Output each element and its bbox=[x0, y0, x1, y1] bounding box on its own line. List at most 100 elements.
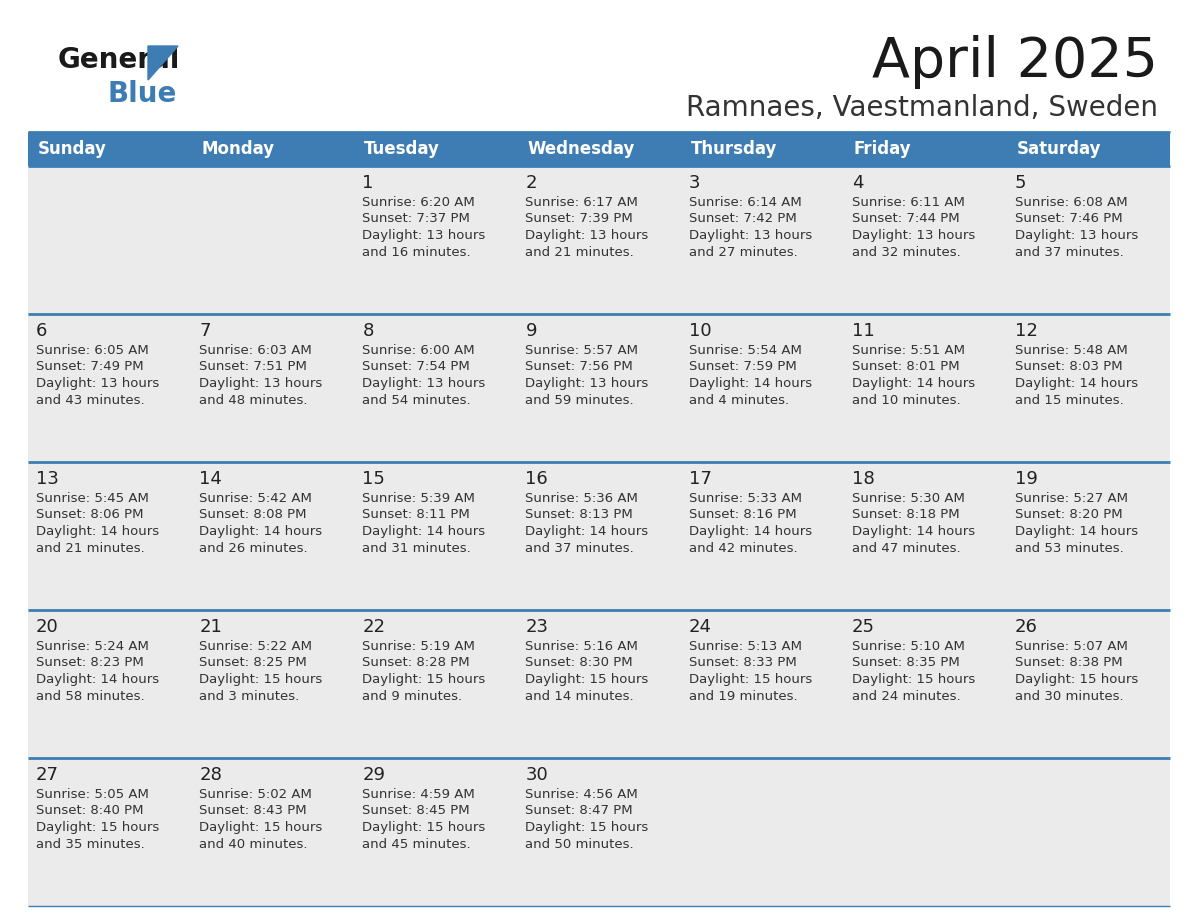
Text: 17: 17 bbox=[689, 470, 712, 488]
Text: Sunset: 8:45 PM: Sunset: 8:45 PM bbox=[362, 804, 470, 818]
Bar bbox=[29, 166, 1170, 314]
Text: Daylight: 15 hours: Daylight: 15 hours bbox=[689, 673, 811, 686]
Text: 10: 10 bbox=[689, 322, 712, 340]
Text: Sunset: 8:33 PM: Sunset: 8:33 PM bbox=[689, 656, 796, 669]
Text: Blue: Blue bbox=[108, 80, 177, 108]
Text: Daylight: 13 hours: Daylight: 13 hours bbox=[36, 377, 159, 390]
Text: Sunrise: 5:27 AM: Sunrise: 5:27 AM bbox=[1015, 492, 1127, 505]
Text: Daylight: 15 hours: Daylight: 15 hours bbox=[362, 673, 486, 686]
Text: Daylight: 14 hours: Daylight: 14 hours bbox=[362, 525, 486, 538]
Text: Sunrise: 5:45 AM: Sunrise: 5:45 AM bbox=[36, 492, 148, 505]
Text: General: General bbox=[58, 46, 181, 74]
Text: Sunset: 8:06 PM: Sunset: 8:06 PM bbox=[36, 509, 144, 521]
Text: 6: 6 bbox=[36, 322, 48, 340]
Text: Daylight: 14 hours: Daylight: 14 hours bbox=[1015, 377, 1138, 390]
Text: Daylight: 14 hours: Daylight: 14 hours bbox=[525, 525, 649, 538]
Text: Daylight: 13 hours: Daylight: 13 hours bbox=[362, 377, 486, 390]
Text: Sunset: 7:56 PM: Sunset: 7:56 PM bbox=[525, 361, 633, 374]
Text: 23: 23 bbox=[525, 618, 549, 636]
Text: and 21 minutes.: and 21 minutes. bbox=[36, 542, 145, 554]
Text: Sunrise: 5:42 AM: Sunrise: 5:42 AM bbox=[200, 492, 312, 505]
Text: Daylight: 14 hours: Daylight: 14 hours bbox=[1015, 525, 1138, 538]
Text: Sunset: 8:03 PM: Sunset: 8:03 PM bbox=[1015, 361, 1123, 374]
Text: Daylight: 14 hours: Daylight: 14 hours bbox=[36, 673, 159, 686]
Text: 13: 13 bbox=[36, 470, 59, 488]
Text: Sunrise: 5:30 AM: Sunrise: 5:30 AM bbox=[852, 492, 965, 505]
Text: 26: 26 bbox=[1015, 618, 1038, 636]
Text: 4: 4 bbox=[852, 174, 864, 192]
Text: Daylight: 15 hours: Daylight: 15 hours bbox=[200, 821, 322, 834]
Text: Daylight: 13 hours: Daylight: 13 hours bbox=[525, 377, 649, 390]
Text: Daylight: 14 hours: Daylight: 14 hours bbox=[852, 377, 975, 390]
Text: Sunrise: 5:33 AM: Sunrise: 5:33 AM bbox=[689, 492, 802, 505]
Text: 20: 20 bbox=[36, 618, 58, 636]
Text: Daylight: 13 hours: Daylight: 13 hours bbox=[689, 229, 811, 242]
Text: 24: 24 bbox=[689, 618, 712, 636]
Text: Sunrise: 6:14 AM: Sunrise: 6:14 AM bbox=[689, 196, 802, 209]
Text: Sunrise: 6:08 AM: Sunrise: 6:08 AM bbox=[1015, 196, 1127, 209]
Text: 21: 21 bbox=[200, 618, 222, 636]
Bar bbox=[29, 314, 1170, 462]
Text: and 40 minutes.: and 40 minutes. bbox=[200, 837, 308, 850]
Text: Sunrise: 5:51 AM: Sunrise: 5:51 AM bbox=[852, 344, 965, 357]
Text: Daylight: 15 hours: Daylight: 15 hours bbox=[362, 821, 486, 834]
Text: 15: 15 bbox=[362, 470, 385, 488]
Text: Sunset: 7:39 PM: Sunset: 7:39 PM bbox=[525, 212, 633, 226]
Text: 9: 9 bbox=[525, 322, 537, 340]
Text: Sunrise: 5:13 AM: Sunrise: 5:13 AM bbox=[689, 640, 802, 653]
Text: Sunset: 7:49 PM: Sunset: 7:49 PM bbox=[36, 361, 144, 374]
Text: Sunrise: 5:05 AM: Sunrise: 5:05 AM bbox=[36, 788, 148, 801]
Text: Sunrise: 5:24 AM: Sunrise: 5:24 AM bbox=[36, 640, 148, 653]
Text: and 43 minutes.: and 43 minutes. bbox=[36, 394, 145, 407]
Text: Sunset: 8:01 PM: Sunset: 8:01 PM bbox=[852, 361, 960, 374]
Text: and 59 minutes.: and 59 minutes. bbox=[525, 394, 634, 407]
Text: 29: 29 bbox=[362, 766, 385, 784]
Text: Sunset: 7:51 PM: Sunset: 7:51 PM bbox=[200, 361, 307, 374]
Text: Sunset: 8:08 PM: Sunset: 8:08 PM bbox=[200, 509, 307, 521]
Text: and 42 minutes.: and 42 minutes. bbox=[689, 542, 797, 554]
Text: Daylight: 13 hours: Daylight: 13 hours bbox=[852, 229, 975, 242]
Text: Daylight: 13 hours: Daylight: 13 hours bbox=[1015, 229, 1138, 242]
Text: and 26 minutes.: and 26 minutes. bbox=[200, 542, 308, 554]
Text: Sunrise: 5:39 AM: Sunrise: 5:39 AM bbox=[362, 492, 475, 505]
Text: 1: 1 bbox=[362, 174, 374, 192]
Text: Daylight: 15 hours: Daylight: 15 hours bbox=[852, 673, 975, 686]
Text: Sunset: 8:40 PM: Sunset: 8:40 PM bbox=[36, 804, 144, 818]
Text: Sunrise: 5:22 AM: Sunrise: 5:22 AM bbox=[200, 640, 312, 653]
Bar bbox=[29, 462, 1170, 610]
Text: and 15 minutes.: and 15 minutes. bbox=[1015, 394, 1124, 407]
Text: Sunrise: 6:00 AM: Sunrise: 6:00 AM bbox=[362, 344, 475, 357]
Text: and 24 minutes.: and 24 minutes. bbox=[852, 689, 960, 702]
Text: Sunrise: 5:36 AM: Sunrise: 5:36 AM bbox=[525, 492, 638, 505]
Text: Sunset: 8:23 PM: Sunset: 8:23 PM bbox=[36, 656, 144, 669]
Text: and 4 minutes.: and 4 minutes. bbox=[689, 394, 789, 407]
Text: 11: 11 bbox=[852, 322, 874, 340]
Text: Thursday: Thursday bbox=[690, 140, 777, 158]
Text: and 21 minutes.: and 21 minutes. bbox=[525, 245, 634, 259]
Text: Sunset: 8:18 PM: Sunset: 8:18 PM bbox=[852, 509, 960, 521]
Text: 16: 16 bbox=[525, 470, 548, 488]
Text: Daylight: 13 hours: Daylight: 13 hours bbox=[525, 229, 649, 242]
Text: Sunset: 7:46 PM: Sunset: 7:46 PM bbox=[1015, 212, 1123, 226]
Text: Sunrise: 5:10 AM: Sunrise: 5:10 AM bbox=[852, 640, 965, 653]
Text: and 48 minutes.: and 48 minutes. bbox=[200, 394, 308, 407]
Text: Sunday: Sunday bbox=[38, 140, 107, 158]
Text: Sunrise: 6:11 AM: Sunrise: 6:11 AM bbox=[852, 196, 965, 209]
Text: and 45 minutes.: and 45 minutes. bbox=[362, 837, 470, 850]
Text: Monday: Monday bbox=[201, 140, 274, 158]
Text: and 30 minutes.: and 30 minutes. bbox=[1015, 689, 1124, 702]
Text: Sunrise: 6:05 AM: Sunrise: 6:05 AM bbox=[36, 344, 148, 357]
Text: 18: 18 bbox=[852, 470, 874, 488]
Text: 28: 28 bbox=[200, 766, 222, 784]
Text: Sunset: 8:30 PM: Sunset: 8:30 PM bbox=[525, 656, 633, 669]
Bar bbox=[29, 758, 1170, 906]
Text: Sunrise: 4:59 AM: Sunrise: 4:59 AM bbox=[362, 788, 475, 801]
Text: and 9 minutes.: and 9 minutes. bbox=[362, 689, 462, 702]
Text: and 50 minutes.: and 50 minutes. bbox=[525, 837, 634, 850]
Text: Tuesday: Tuesday bbox=[365, 140, 441, 158]
Text: 27: 27 bbox=[36, 766, 59, 784]
Text: Daylight: 15 hours: Daylight: 15 hours bbox=[36, 821, 159, 834]
Text: Sunset: 8:38 PM: Sunset: 8:38 PM bbox=[1015, 656, 1123, 669]
Polygon shape bbox=[148, 46, 178, 80]
Text: Daylight: 14 hours: Daylight: 14 hours bbox=[200, 525, 322, 538]
